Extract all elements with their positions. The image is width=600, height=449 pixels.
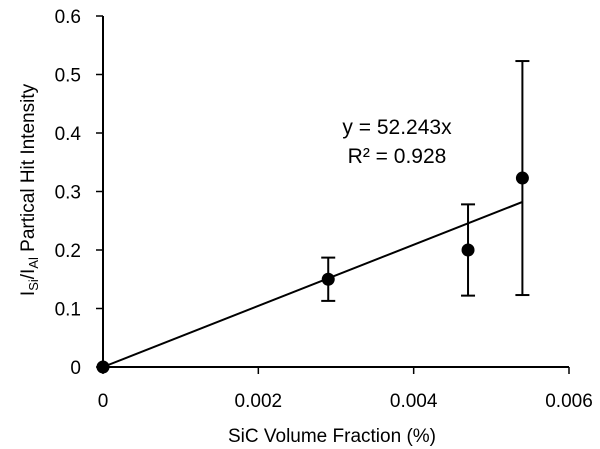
data-point	[96, 360, 110, 374]
data-points	[96, 171, 529, 374]
x-axis-title: SiC Volume Fraction (%)	[228, 426, 436, 447]
y-tick-label: 0.3	[55, 183, 81, 204]
y-tick-labels: 0 0.1 0.2 0.3 0.4 0.5 0.6	[55, 7, 82, 379]
y-tick-label: 0	[70, 358, 81, 379]
y-tick-label: 0.4	[55, 124, 82, 145]
data-point	[321, 272, 335, 286]
y-tick-label: 0.1	[55, 300, 81, 321]
data-point	[461, 243, 475, 257]
y-axis-title: ISi/IAl Partical Hit Intensity	[18, 83, 41, 296]
x-tick-label: 0.006	[545, 391, 593, 412]
trendline	[102, 201, 523, 368]
x-tick-labels: 0 0.002 0.004 0.006	[98, 391, 593, 412]
y-tick-label: 0.6	[55, 7, 81, 28]
data-point	[515, 171, 529, 185]
x-tick-label: 0	[98, 391, 109, 412]
trendline-line	[102, 201, 523, 368]
error-bars	[321, 60, 530, 302]
axes	[96, 15, 570, 374]
x-tick-label: 0.002	[235, 391, 283, 412]
x-tick-label: 0.004	[390, 391, 438, 412]
r-squared-label: R² = 0.928	[348, 145, 447, 168]
y-tick-label: 0.2	[55, 241, 81, 262]
trendline-equation: y = 52.243x	[342, 116, 452, 139]
y-tick-label: 0.5	[55, 66, 81, 87]
